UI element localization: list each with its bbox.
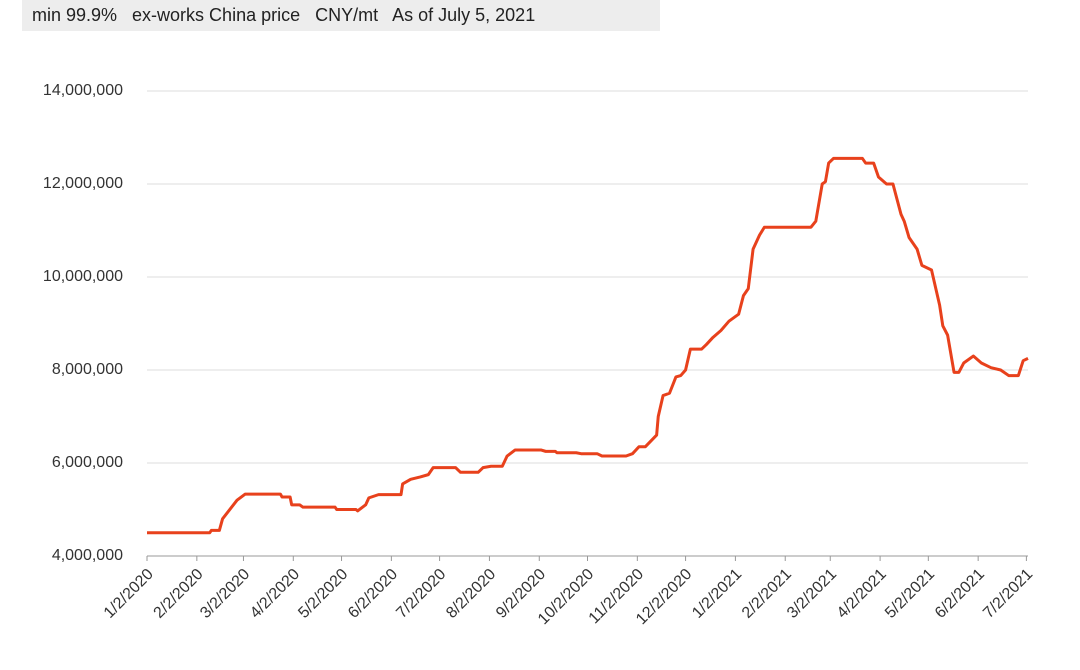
x-tick-label: 1/2/2020 (101, 566, 157, 622)
chart-subtitle: min 99.9% ex-works China price CNY/mt As… (22, 0, 660, 31)
y-tick-label: 8,000,000 (52, 361, 123, 378)
y-tick-label: 6,000,000 (52, 454, 123, 471)
y-tick-label: 12,000,000 (43, 175, 123, 192)
y-tick-label: 4,000,000 (52, 547, 123, 564)
x-tick-label: 5/2/2020 (295, 566, 351, 622)
x-tick-label: 2/2/2020 (151, 566, 207, 622)
x-tick-label: 4/2/2020 (247, 566, 303, 622)
y-tick-label: 10,000,000 (43, 268, 123, 285)
x-tick-label: 7/2/2021 (980, 566, 1036, 622)
x-tick-label: 7/2/2020 (393, 566, 449, 622)
x-tick-label: 6/2/2021 (932, 566, 988, 622)
x-tick-label: 6/2/2020 (345, 566, 401, 622)
x-tick-label: 4/2/2021 (834, 566, 890, 622)
x-tick-label: 8/2/2020 (443, 566, 499, 622)
y-tick-label: 14,000,000 (43, 82, 123, 99)
x-tick-label: 3/2/2021 (784, 566, 840, 622)
x-tick-label: 1/2/2021 (689, 566, 745, 622)
line (147, 156, 1029, 535)
x-tick-label: 3/2/2020 (197, 566, 253, 622)
x-tick-label: 5/2/2021 (882, 566, 938, 622)
